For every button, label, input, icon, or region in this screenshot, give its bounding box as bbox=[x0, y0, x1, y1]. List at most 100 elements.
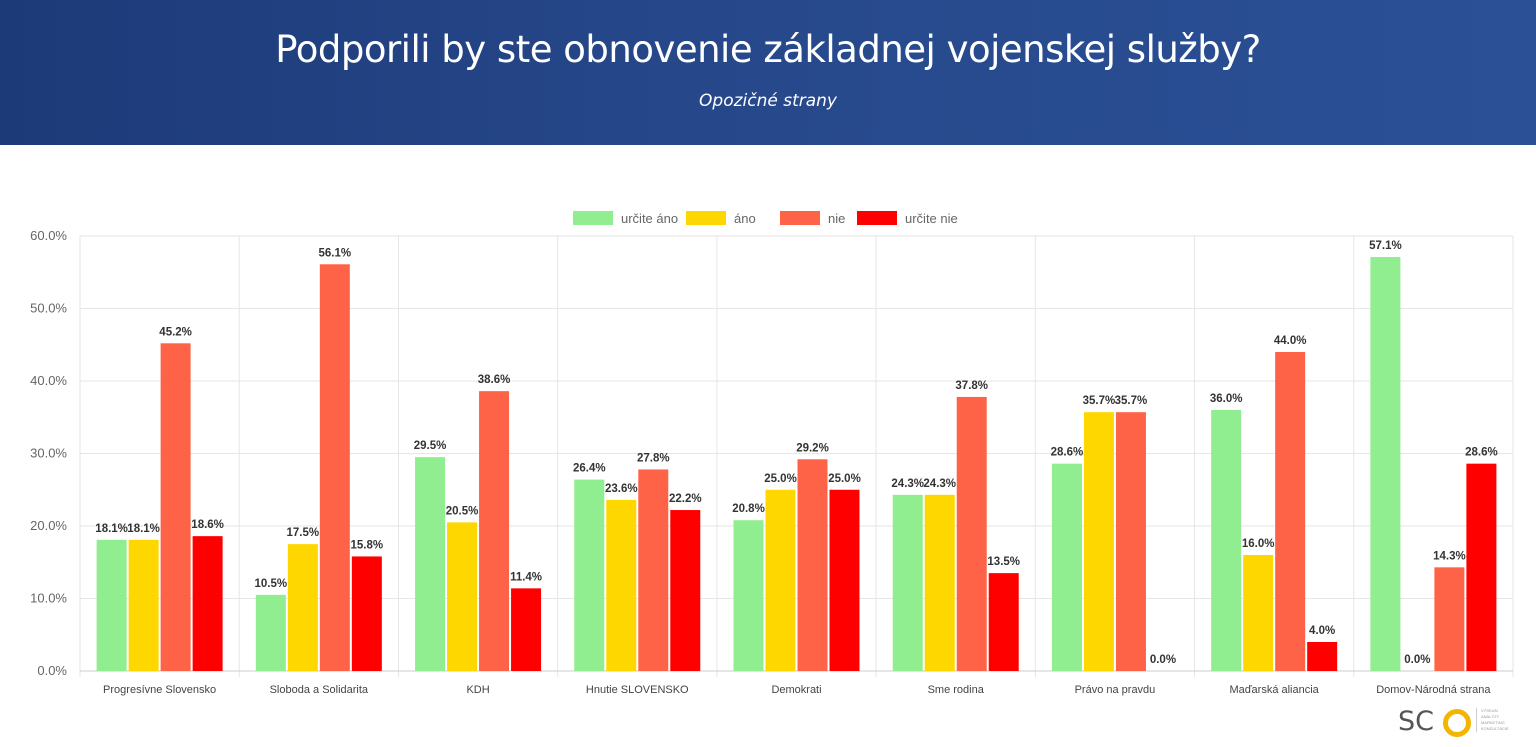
header-banner: Podporili by ste obnovenie základnej voj… bbox=[0, 0, 1536, 145]
y-tick-label: 10.0% bbox=[30, 591, 67, 606]
legend-label: áno bbox=[734, 211, 756, 226]
y-tick-label: 20.0% bbox=[30, 518, 67, 533]
x-tick-label: Sme rodina bbox=[928, 684, 985, 696]
data-label: 35.7% bbox=[1115, 395, 1148, 407]
x-tick-label: Sloboda a Solidarita bbox=[270, 684, 369, 696]
bar-áno bbox=[287, 544, 318, 671]
data-label: 36.0% bbox=[1210, 393, 1243, 405]
x-tick-label: Hnutie SLOVENSKO bbox=[586, 684, 689, 696]
legend-swatch bbox=[857, 211, 897, 225]
data-label: 26.4% bbox=[573, 463, 606, 475]
bar-nie bbox=[638, 469, 669, 671]
x-tick-label: KDH bbox=[466, 684, 489, 696]
y-tick-label: 60.0% bbox=[30, 228, 67, 243]
legend-swatch bbox=[573, 211, 613, 225]
data-label: 18.6% bbox=[191, 519, 224, 531]
data-label: 29.2% bbox=[796, 442, 829, 454]
bar-áno bbox=[128, 539, 159, 671]
bar-určite-nie bbox=[1307, 642, 1338, 671]
bar-určite-áno bbox=[1051, 463, 1082, 671]
bar-určite-áno bbox=[574, 479, 605, 671]
data-label: 18.1% bbox=[95, 523, 128, 535]
legend-label: určite áno bbox=[621, 211, 678, 226]
page-title: Podporili by ste obnovenie základnej voj… bbox=[275, 28, 1261, 71]
data-label: 37.8% bbox=[955, 380, 988, 392]
data-label: 28.6% bbox=[1465, 447, 1498, 459]
data-label: 23.6% bbox=[605, 483, 638, 495]
x-tick-label: Progresívne Slovensko bbox=[103, 684, 216, 696]
data-label: 22.2% bbox=[669, 493, 702, 505]
x-tick-label: Demokrati bbox=[771, 684, 821, 696]
data-label: 57.1% bbox=[1369, 240, 1402, 252]
bar-určite-nie bbox=[192, 536, 223, 671]
bar-nie bbox=[1434, 567, 1465, 671]
logo-letters: SC bbox=[1398, 706, 1434, 737]
data-label: 56.1% bbox=[319, 247, 352, 259]
data-label: 13.5% bbox=[987, 556, 1020, 568]
bar-určite-nie bbox=[511, 588, 542, 671]
bar-určite-áno bbox=[415, 457, 446, 671]
bar-určite-nie bbox=[351, 556, 382, 671]
data-label: 0.0% bbox=[1404, 654, 1430, 666]
bar-určite-áno bbox=[1211, 410, 1242, 671]
data-label: 10.5% bbox=[255, 578, 288, 590]
data-label: 20.8% bbox=[732, 503, 765, 515]
y-tick-label: 0.0% bbox=[37, 663, 67, 678]
x-tick-label: Právo na pravdu bbox=[1075, 684, 1156, 696]
data-label: 24.3% bbox=[891, 478, 924, 490]
data-label: 0.0% bbox=[1150, 654, 1176, 666]
data-label: 14.3% bbox=[1433, 550, 1466, 562]
bar-áno bbox=[924, 494, 955, 671]
bar-určite-áno bbox=[1370, 257, 1401, 671]
x-tick-label: Maďarská aliancia bbox=[1230, 684, 1320, 696]
bar-nie bbox=[1275, 352, 1306, 671]
bar-nie bbox=[1115, 412, 1146, 671]
data-label: 17.5% bbox=[287, 527, 320, 539]
data-label: 35.7% bbox=[1083, 395, 1116, 407]
logo-tagline: VÝSKUM ANALÝZY MARKETING KONZULTÁCIE bbox=[1476, 708, 1521, 732]
data-label: 11.4% bbox=[510, 571, 542, 583]
data-label: 16.0% bbox=[1242, 538, 1275, 550]
data-label: 15.8% bbox=[351, 539, 384, 551]
legend-swatch bbox=[686, 211, 726, 225]
data-label: 24.3% bbox=[923, 478, 956, 490]
bar-určite-áno bbox=[892, 494, 923, 671]
y-tick-label: 50.0% bbox=[30, 301, 67, 316]
bar-určite-nie bbox=[829, 489, 860, 671]
legend-label: nie bbox=[828, 211, 845, 226]
legend-swatch bbox=[780, 211, 820, 225]
bar-určite-nie bbox=[1466, 463, 1497, 671]
sco-logo: SC VÝSKUM ANALÝZY MARKETING KONZULTÁCIE bbox=[1398, 706, 1528, 738]
data-label: 25.0% bbox=[764, 473, 797, 485]
bar-určite-áno bbox=[255, 594, 286, 671]
bar-áno bbox=[1083, 412, 1114, 671]
data-label: 25.0% bbox=[828, 473, 861, 485]
data-label: 4.0% bbox=[1309, 625, 1335, 637]
bar-nie bbox=[797, 459, 828, 671]
data-label: 28.6% bbox=[1051, 447, 1084, 459]
bar-nie bbox=[479, 391, 510, 671]
bar-áno bbox=[447, 522, 478, 671]
bar-určite-áno bbox=[96, 539, 127, 671]
y-tick-label: 40.0% bbox=[30, 373, 67, 388]
data-label: 20.5% bbox=[446, 505, 479, 517]
bar-nie bbox=[160, 343, 191, 671]
bar-áno bbox=[606, 499, 637, 671]
bar-určite-áno bbox=[733, 520, 764, 671]
legend-label: určite nie bbox=[905, 211, 958, 226]
data-label: 45.2% bbox=[159, 326, 192, 338]
page-subtitle: Opozičné strany bbox=[699, 91, 837, 111]
y-tick-label: 30.0% bbox=[30, 446, 67, 461]
data-label: 18.1% bbox=[127, 523, 160, 535]
bar-určite-nie bbox=[988, 573, 1019, 671]
data-label: 29.5% bbox=[414, 440, 447, 452]
data-label: 38.6% bbox=[478, 374, 511, 386]
x-tick-label: Domov-Národná strana bbox=[1376, 684, 1491, 696]
data-label: 27.8% bbox=[637, 452, 670, 464]
bar-určite-nie bbox=[670, 510, 701, 671]
bar-nie bbox=[319, 264, 350, 671]
data-label: 44.0% bbox=[1274, 335, 1307, 347]
bar-áno bbox=[1243, 555, 1274, 671]
logo-o-icon bbox=[1443, 709, 1471, 737]
